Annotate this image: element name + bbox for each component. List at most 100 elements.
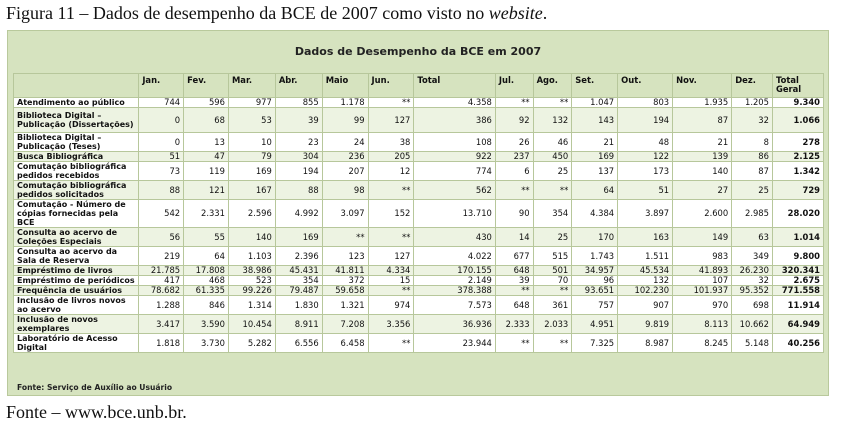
- table-cell: 63: [731, 227, 773, 247]
- table-cell: 55: [183, 227, 229, 247]
- table-cell: 0: [138, 132, 185, 152]
- table-cell: **: [532, 285, 573, 296]
- table-cell: 132: [532, 107, 573, 133]
- cell-total-geral: 1.014: [771, 227, 825, 247]
- table-title: Dados de Desempenho da BCE em 2007: [294, 45, 542, 58]
- table-cell: 977: [227, 97, 276, 108]
- table-cell: 90: [494, 199, 534, 228]
- row-label: Biblioteca Digital – Publicação (Teses): [12, 132, 140, 152]
- table-cell: 501: [532, 265, 573, 276]
- table-cell: 169: [274, 227, 323, 247]
- table-cell: **: [367, 333, 415, 353]
- table-cell: **: [321, 227, 369, 247]
- table-row: Laboratório de Acesso Digital 1.818 3.730 5…: [12, 333, 825, 353]
- table-cell: 3.417: [138, 314, 185, 334]
- table-cell: 46: [532, 132, 573, 152]
- table-cell: 3.356: [367, 314, 415, 334]
- cell-total-geral: 278: [771, 132, 825, 152]
- table-cell: 12: [367, 161, 415, 181]
- row-label: Consulta ao acervo da Sala de Reserva: [12, 246, 140, 266]
- table-cell: 907: [617, 295, 674, 315]
- table-cell: 237: [494, 151, 534, 162]
- table-cell: 102.230: [617, 285, 674, 296]
- table-cell: **: [494, 285, 534, 296]
- cell-total-geral: 1.066: [771, 107, 825, 133]
- table-cell: 173: [617, 161, 674, 181]
- table-cell: 99: [321, 107, 369, 133]
- table-cell: 523: [227, 275, 276, 286]
- table-cell: 0: [138, 107, 185, 133]
- table-cell: 983: [672, 246, 733, 266]
- table-cell: 140: [227, 227, 276, 247]
- table-cell: 21.785: [138, 265, 185, 276]
- table-cell: 2.396: [274, 246, 323, 266]
- table-cell: 677: [494, 246, 534, 266]
- table-cell: 149: [672, 227, 733, 247]
- table-cell: 6.556: [274, 333, 323, 353]
- table-cell: 1.818: [138, 333, 185, 353]
- table-cell: 386: [413, 107, 496, 133]
- table-cell: 123: [321, 246, 369, 266]
- table-cell: 970: [672, 295, 733, 315]
- table-cell: 17.808: [183, 265, 229, 276]
- table-cell: 596: [183, 97, 229, 108]
- table-row: Empréstimo de livros 21.785 17.808 38.986 45…: [12, 265, 825, 276]
- row-label: Comutação bibliográfica pedidos recebido…: [12, 161, 140, 181]
- table-row: Consulta ao acervo de Coleções Especiais…: [12, 227, 825, 247]
- table-cell: 417: [138, 275, 185, 286]
- table-cell: 53: [227, 107, 276, 133]
- table-cell: 361: [532, 295, 573, 315]
- performance-table: Jan. Fev. Mar. Abr. Maio Jun. Total Jul. Ago. Set…: [12, 73, 825, 353]
- table-cell: 4.992: [274, 199, 323, 228]
- row-label: Laboratório de Acesso Digital: [12, 333, 140, 353]
- table-cell: 98: [321, 180, 369, 200]
- table-cell: 78.682: [138, 285, 185, 296]
- table-cell: 2.333: [494, 314, 534, 334]
- table-cell: 137: [571, 161, 619, 181]
- table-cell: 372: [321, 275, 369, 286]
- table-cell: **: [367, 180, 415, 200]
- table-cell: 450: [532, 151, 573, 162]
- table-cell: 2.596: [227, 199, 276, 228]
- table-row: Comutação bibliográfica pedidos solicita…: [12, 180, 825, 200]
- row-label: Consulta ao acervo de Coleções Especiais: [12, 227, 140, 247]
- table-cell: 14: [494, 227, 534, 247]
- table-cell: 23: [274, 132, 323, 152]
- table-row: Frequência de usuários 78.682 61.335 99.226…: [12, 285, 825, 296]
- table-cell: 32: [731, 275, 773, 286]
- table-cell: 39: [274, 107, 323, 133]
- cell-total-geral: 64.949: [771, 314, 825, 334]
- table-cell: 170: [571, 227, 619, 247]
- table-cell: 8: [731, 132, 773, 152]
- table-cell: 9.819: [617, 314, 674, 334]
- row-label: Empréstimo de periódicos: [12, 275, 140, 286]
- table-cell: 378.388: [413, 285, 496, 296]
- cell-total-geral: 2.125: [771, 151, 825, 162]
- table-cell: 51: [617, 180, 674, 200]
- row-label: Empréstimo de livros: [12, 265, 140, 276]
- table-cell: 1.935: [672, 97, 733, 108]
- table-cell: 8.113: [672, 314, 733, 334]
- table-cell: 236: [321, 151, 369, 162]
- table-cell: **: [494, 180, 534, 200]
- row-label: Inclusão de livros novos ao acervo: [12, 295, 140, 315]
- table-cell: 757: [571, 295, 619, 315]
- table-cell: 1.511: [617, 246, 674, 266]
- table-body: Atendimento ao público 744 596 977 855 1.178 *…: [12, 97, 825, 353]
- table-cell: 542: [138, 199, 185, 228]
- header-row: Jan. Fev. Mar. Abr. Maio Jun. Total Jul. Ago. Set…: [12, 73, 825, 98]
- cell-total-geral: 40.256: [771, 333, 825, 353]
- table-cell: 10.454: [227, 314, 276, 334]
- table-cell: 515: [532, 246, 573, 266]
- table-row: Biblioteca Digital – Publicação (Teses) 0…: [12, 132, 825, 152]
- cell-total-geral: 9.340: [771, 97, 825, 108]
- row-label: Busca Bibliográfica: [12, 151, 140, 162]
- row-label: Biblioteca Digital – Publicação (Dissert…: [12, 107, 140, 133]
- table-cell: 430: [413, 227, 496, 247]
- table-cell: 34.957: [571, 265, 619, 276]
- column-header: Total: [413, 73, 496, 98]
- table-row: Atendimento ao público 744 596 977 855 1.178 *…: [12, 97, 825, 108]
- table-cell: 140: [672, 161, 733, 181]
- table-cell: 207: [321, 161, 369, 181]
- table-cell: 2.149: [413, 275, 496, 286]
